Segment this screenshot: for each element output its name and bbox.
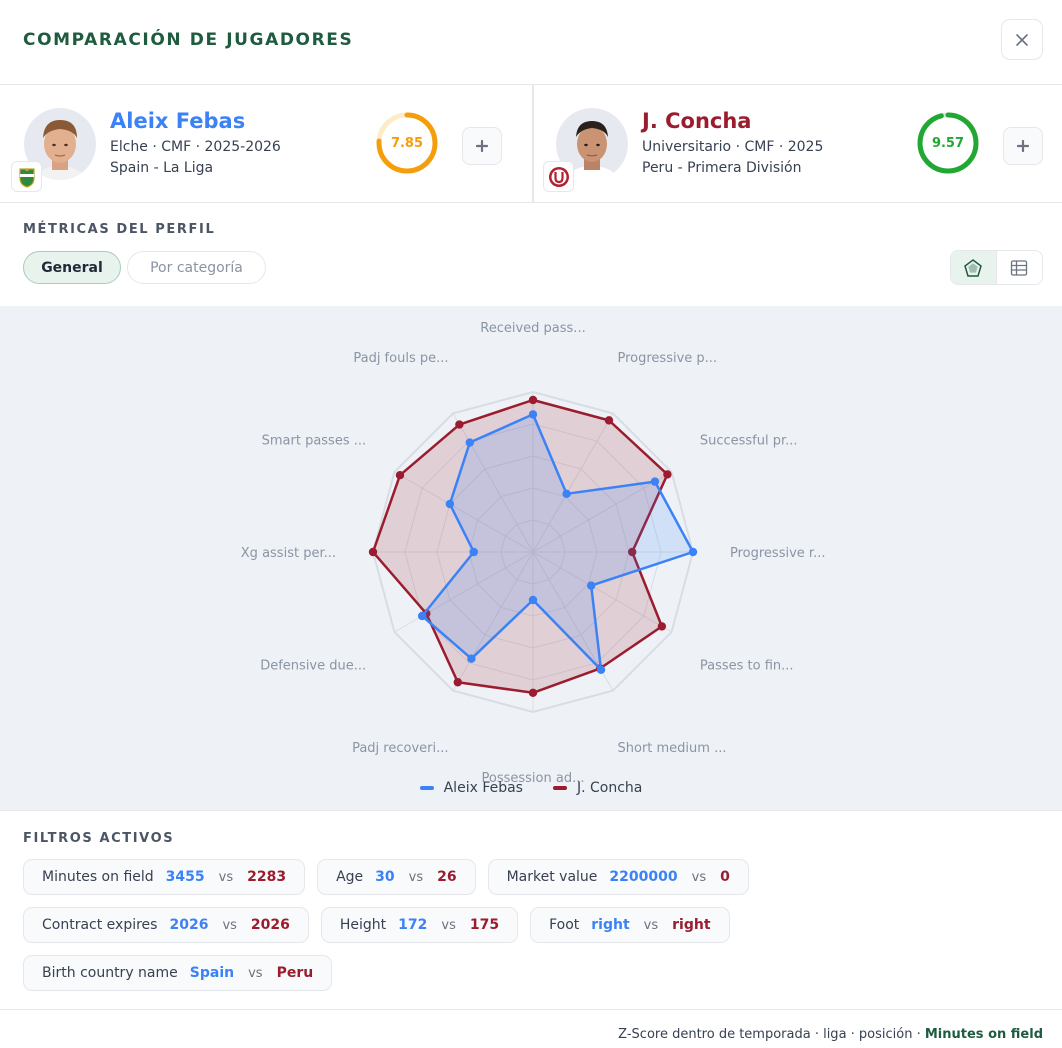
add-player-button[interactable] [1003,127,1043,165]
radar-data-point [455,420,464,429]
footer-highlight: Minutes on field [924,1027,1043,1042]
elche-crest-icon [18,167,35,188]
table-view-button[interactable] [997,251,1043,284]
radar-axis-label: Defensive due... [260,659,366,674]
tab-by-category[interactable]: Por categoría [127,251,266,284]
universitario-crest-icon [548,166,569,187]
footer-note: Z-Score dentro de temporada · liga · pos… [618,1027,1043,1042]
player-league-info: Peru - Primera División [642,160,802,176]
radar-data-point [604,416,614,425]
radar-data-point [562,489,571,499]
table-icon [1011,259,1028,276]
modal-title: COMPARACIÓN DE JUGADORES [23,30,354,50]
radar-data-point [469,547,478,557]
plus-icon [1016,139,1030,153]
filter-chip-minutes[interactable]: Minutes on field 3455 vs 2283 [23,859,306,895]
radar-spoke [394,551,534,633]
radar-spoke [532,413,614,553]
club-badge [11,161,42,192]
radar-data-point [650,477,660,486]
radar-svg: Received pass... Progressive p... Successf… [241,321,826,786]
player-name[interactable]: Aleix Febas [110,109,246,133]
radar-data-point [467,654,476,663]
radar-chart: Received pass... Progressive p... Successf… [0,306,1062,811]
radar-view-button[interactable] [951,251,997,284]
radar-axis-label: Possession ad... [482,771,585,786]
radar-axis-label: Received pass... [480,321,585,336]
filter-chip-foot[interactable]: Foot right vs right [530,907,730,943]
legend-label: Aleix Febas [443,780,523,796]
score-ring: 9.57 [916,111,980,175]
legend-item-1[interactable]: Aleix Febas [419,780,523,796]
plus-icon [475,139,489,153]
radar-data-point [628,547,637,557]
radar-axis-label: Progressive p... [618,351,718,366]
radar-spoke [532,471,672,553]
radar-spoke [394,471,534,553]
radar-axis-label: Padj fouls pe... [353,351,448,366]
radar-data-point [528,395,538,405]
radar-axis-label: Passes to fin... [700,659,794,674]
filter-chip-age[interactable]: Age 30 vs 26 [317,859,476,895]
radar-data-point [663,470,672,479]
radar-data-point [596,665,606,674]
radar-data-point [528,595,538,605]
score-value: 9.57 [931,135,965,151]
radar-axis-label: Progressive r... [730,546,825,561]
radar-chart-icon [964,258,983,277]
filter-chip-contract[interactable]: Contract expires 2026 vs 2026 [23,907,309,943]
radar-data-point [528,688,538,697]
close-button[interactable] [1001,19,1043,60]
radar-data-point [453,678,462,687]
filter-chip-height[interactable]: Height 172 vs 175 [320,907,519,943]
radar-data-point [417,611,427,621]
chart-legend: Aleix Febas J. Concha [0,780,1062,796]
radar-data-point [395,471,405,480]
score-value: 7.85 [390,135,424,151]
radar-axis-label: Successful pr... [700,434,798,449]
radar-data-point [528,410,538,419]
radar-data-point [688,547,698,557]
avatar [556,108,628,180]
radar-data-point [657,622,667,631]
radar-axis-label: Xg assist per... [241,546,336,561]
players-divider [532,85,534,203]
players-panel: Aleix Febas Elche · CMF · 2025-2026 Spai… [0,85,1062,203]
radar-axis-label: Padj recoveri... [352,741,448,756]
player-card-1: Aleix Febas Elche · CMF · 2025-2026 Spai… [0,85,531,203]
player-team-info: Elche · CMF · 2025-2026 [110,139,281,155]
radar-data-point [368,547,378,557]
score-ring: 7.85 [375,111,439,175]
modal-header: COMPARACIÓN DE JUGADORES [0,0,1062,85]
player-team-info: Universitario · CMF · 2025 [642,139,824,155]
view-toggle [950,250,1043,285]
radar-axis-label: Short medium ... [618,741,727,756]
legend-label: J. Concha [576,780,643,796]
close-icon [1016,33,1028,46]
filter-chip-birth-country[interactable]: Birth country name Spain vs Peru [23,955,333,991]
player-name[interactable]: J. Concha [642,109,752,133]
tab-general[interactable]: General [23,251,121,284]
radar-spoke [532,551,672,633]
club-badge [543,161,574,192]
legend-item-2[interactable]: J. Concha [552,780,643,796]
filter-chip-market-value[interactable]: Market value 2200000 vs 0 [487,859,749,895]
radar-data-point [465,438,474,447]
radar-data-point [445,499,455,509]
radar-data-point [586,581,596,590]
profile-metrics-label: MÉTRICAS DEL PERFIL [23,222,216,237]
active-filters-label: FILTROS ACTIVOS [23,831,175,846]
footer: Z-Score dentro de temporada · liga · pos… [0,1009,1062,1048]
radar-axis-label: Smart passes ... [262,434,367,449]
radar-spoke [452,413,534,553]
player-card-2: J. Concha Universitario · CMF · 2025 Per… [532,85,1062,203]
add-player-button[interactable] [462,127,502,165]
radar-spoke [452,551,534,691]
player-league-info: Spain - La Liga [110,160,214,176]
